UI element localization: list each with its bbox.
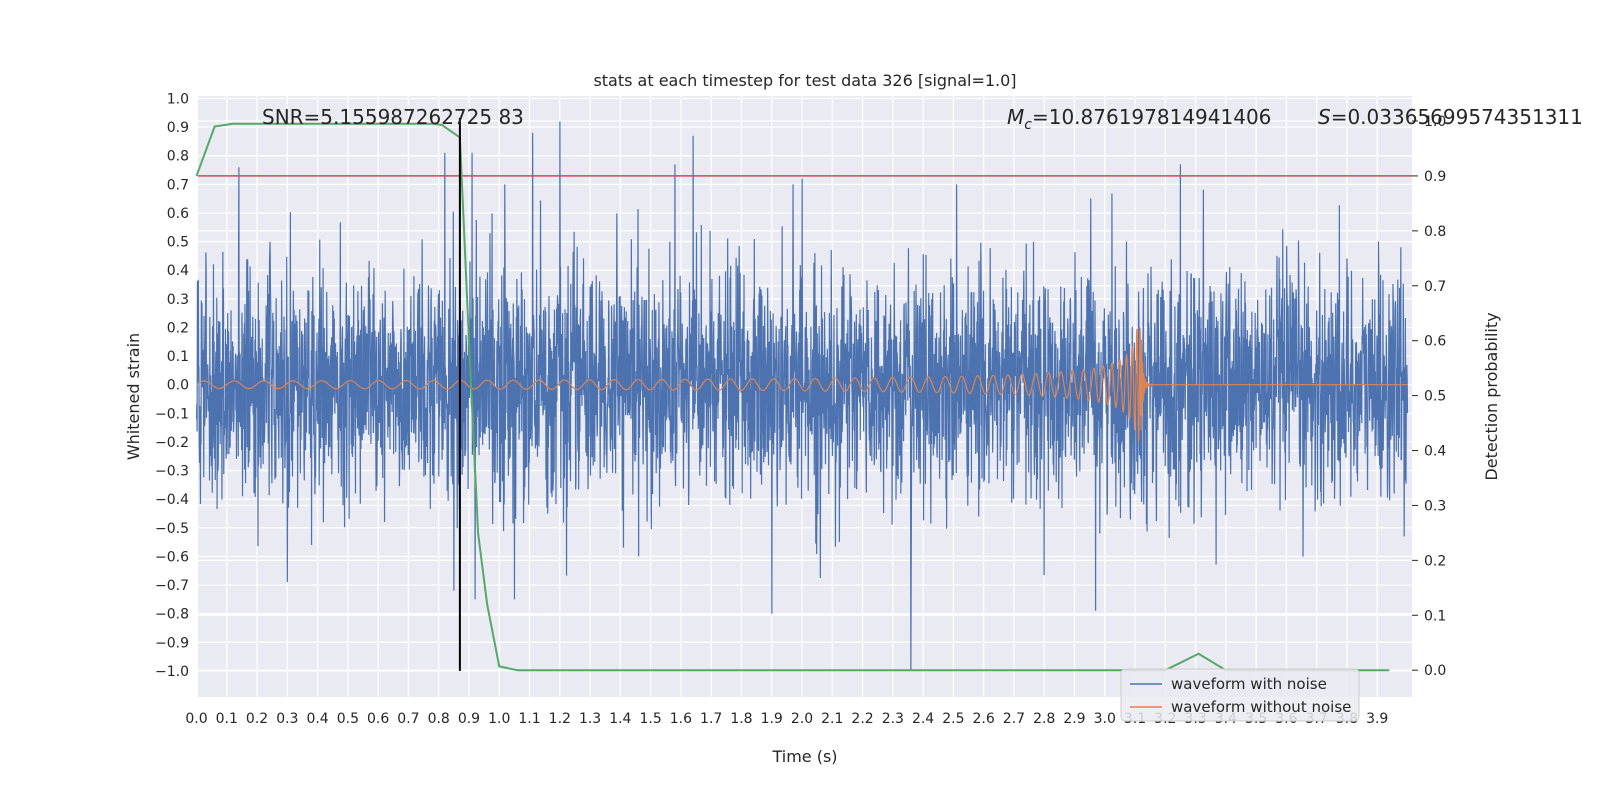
y-tick-label: 1.0: [167, 92, 189, 108]
x-tick-label: 0.1: [216, 711, 238, 727]
x-tick-label: 2.9: [1063, 711, 1085, 727]
legend: waveform with noise waveform without noi…: [1120, 668, 1360, 722]
x-tick-label: 1.4: [609, 711, 631, 727]
s-symbol: S: [1318, 105, 1331, 129]
x-tick-label: 0.3: [276, 711, 298, 727]
y-tick-label: 0.1: [167, 349, 189, 365]
x-tick-label: 3.0: [1094, 711, 1116, 727]
s-value: =0.033656995743513​11: [1331, 105, 1583, 129]
x-tick-label: 0.9: [458, 711, 480, 727]
y-tick-label: −0.5: [155, 521, 189, 537]
x-axis-label: Time (s): [771, 747, 837, 766]
x-tick-label: 1.6: [670, 711, 692, 727]
y-tick-label: 0.6: [167, 206, 189, 222]
x-tick-label: 2.3: [882, 711, 904, 727]
legend-label-noise: waveform with noise: [1171, 675, 1327, 693]
x-tick-label: 2.1: [821, 711, 843, 727]
y-tick-label: −0.4: [155, 492, 189, 508]
y-tick-label: 0.5: [167, 235, 189, 251]
series-waveform-with-noise: [195, 121, 1409, 671]
legend-box: [1120, 668, 1360, 722]
x-tick-label: 2.2: [851, 711, 873, 727]
x-tick-label: 2.6: [973, 711, 995, 727]
y-tick-label: 0.0: [167, 378, 189, 394]
y2-tick-label: 0.3: [1424, 498, 1446, 514]
y-tick-label: −0.9: [155, 635, 189, 651]
x-tick-label: 1.1: [518, 711, 540, 727]
mc-subscript: c: [1024, 117, 1032, 133]
y2-tick-label: 0.4: [1424, 444, 1446, 460]
y-tick-label: −0.7: [155, 578, 189, 594]
y-axis-ticks: 1.0 0.9 0.8 0.7 0.6 0.5 0.4 0.3 0.2 0.1 0.0 −0.1 −0.…: [155, 92, 189, 680]
legend-label-clean: waveform without noise: [1171, 698, 1351, 716]
y2-tick-label: 0.0: [1424, 663, 1446, 679]
y2-axis-ticks: 1.0 0.9 0.8 0.7 0.6 0.5 0.4 0.3 0.2 0.1 0.0: [1412, 114, 1446, 679]
noise-waveform-path: [195, 121, 1409, 671]
x-tick-label: 0.5: [337, 711, 359, 727]
y2-tick-label: 0.9: [1424, 169, 1446, 185]
x-tick-label: 1.8: [730, 711, 752, 727]
x-tick-label: 2.5: [942, 711, 964, 727]
y-tick-label: 0.2: [167, 320, 189, 336]
y2-tick-label: 0.7: [1424, 279, 1446, 295]
y-tick-label: 0.9: [167, 120, 189, 136]
y-tick-label: −0.2: [155, 435, 189, 451]
x-tick-label: 2.8: [1033, 711, 1055, 727]
clean-waveform-path: [196, 327, 1408, 442]
x-tick-label: 1.0: [488, 711, 510, 727]
y-tick-label: −0.1: [155, 406, 189, 422]
chirp-mass-annotation: Mc=10.876197814941406: [1007, 105, 1271, 133]
y-tick-label: −0.3: [155, 464, 189, 480]
x-tick-label: 1.3: [579, 711, 601, 727]
x-tick-label: 0.4: [306, 711, 328, 727]
mc-value: =10.876197814941406: [1032, 105, 1271, 129]
x-tick-label: 1.7: [700, 711, 722, 727]
y2-tick-label: 0.5: [1424, 389, 1446, 405]
x-tick-label: 0.8: [428, 711, 450, 727]
y2-tick-label: 0.6: [1424, 334, 1446, 350]
x-tick-label: 1.9: [761, 711, 783, 727]
y-tick-label: 0.7: [167, 177, 189, 193]
y2-tick-label: 0.8: [1424, 224, 1446, 240]
y2-tick-label: 0.1: [1424, 608, 1446, 624]
y2-axis-label: Detection probability: [1482, 312, 1501, 480]
chart-title: stats at each timestep for test data 326…: [593, 71, 1016, 90]
x-tick-label: 3.9: [1366, 711, 1388, 727]
x-tick-label: 2.7: [1003, 711, 1025, 727]
y-tick-label: −0.6: [155, 549, 189, 565]
mc-symbol: M: [1007, 105, 1024, 129]
y-tick-label: −1.0: [155, 664, 189, 680]
y-tick-label: 0.3: [167, 292, 189, 308]
x-tick-label: 2.4: [912, 711, 934, 727]
x-tick-label: 0.2: [246, 711, 268, 727]
x-tick-label: 0.6: [367, 711, 389, 727]
s-annotation: S=0.033656995743513​11: [1318, 105, 1583, 129]
y-tick-label: −0.8: [155, 607, 189, 623]
y-tick-label: 0.8: [167, 149, 189, 165]
series-waveform-without-noise: [196, 327, 1408, 442]
y2-tick-label: 1.0: [1424, 114, 1446, 130]
x-tick-label: 1.5: [639, 711, 661, 727]
x-tick-label: 2.0: [791, 711, 813, 727]
y-axis-label: Whitened strain: [124, 333, 143, 460]
y-tick-label: 0.4: [167, 263, 189, 279]
x-tick-label: 0.0: [185, 711, 207, 727]
x-tick-label: 1.2: [549, 711, 571, 727]
snr-annotation: SNR=5.155987262725 83: [262, 105, 524, 129]
x-tick-label: 0.7: [397, 711, 419, 727]
y2-tick-label: 0.2: [1424, 553, 1446, 569]
